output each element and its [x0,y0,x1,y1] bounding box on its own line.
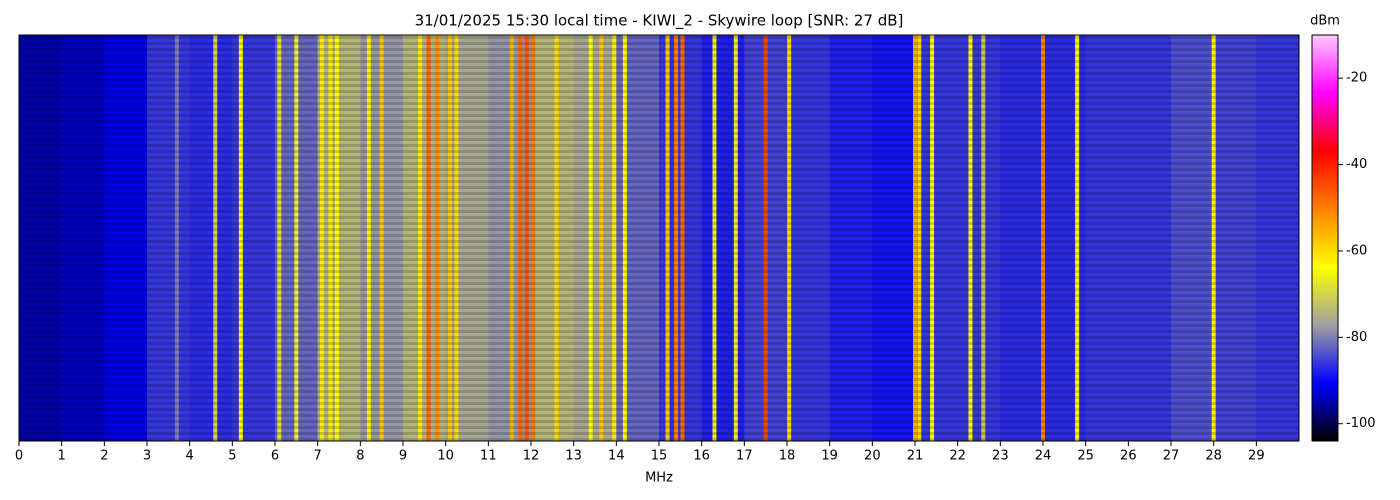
x-tick-label: 28 [1205,449,1222,464]
x-tick-label: 24 [1035,449,1052,464]
x-tick-label: 6 [271,449,279,464]
x-tick-label: 0 [15,449,23,464]
x-tick-label: 25 [1077,449,1094,464]
x-tick-label: 16 [693,449,710,464]
x-tick-label: 12 [523,449,540,464]
x-axis-label: MHz [645,471,673,486]
colorbar [1311,34,1339,442]
colorbar-tick-label: -60 [1346,243,1367,258]
x-tick-label: 27 [1163,449,1180,464]
x-tick-label: 9 [399,449,407,464]
chart-title: 31/01/2025 15:30 local time - KIWI_2 - S… [415,12,904,31]
x-tick-label: 21 [907,449,924,464]
x-tick-label: 23 [992,449,1009,464]
x-tick-label: 22 [949,449,966,464]
x-tick-label: 2 [100,449,108,464]
colorbar-tick-label: -100 [1346,416,1376,431]
x-tick-label: 8 [356,449,364,464]
x-tick-label: 18 [779,449,796,464]
x-tick-label: 11 [480,449,497,464]
x-tick-label: 19 [821,449,838,464]
colorbar-tick-label: -20 [1346,71,1367,86]
colorbar-tick-label: -80 [1346,330,1367,345]
x-tick-label: 20 [864,449,881,464]
colorbar-tick-label: -40 [1346,157,1367,172]
x-tick-label: 5 [228,449,236,464]
row-texture [19,35,1299,441]
x-tick-label: 3 [143,449,151,464]
x-tick-label: 14 [608,449,625,464]
x-tick-label: 13 [565,449,582,464]
x-tick-label: 1 [58,449,66,464]
x-tick-label: 4 [186,449,194,464]
x-tick-label: 17 [736,449,753,464]
x-tick-label: 26 [1120,449,1137,464]
x-tick-label: 15 [651,449,668,464]
x-tick-label: 29 [1248,449,1265,464]
x-tick-label: 10 [437,449,454,464]
colorbar-label: dBm [1310,14,1340,29]
x-tick-label: 7 [314,449,322,464]
